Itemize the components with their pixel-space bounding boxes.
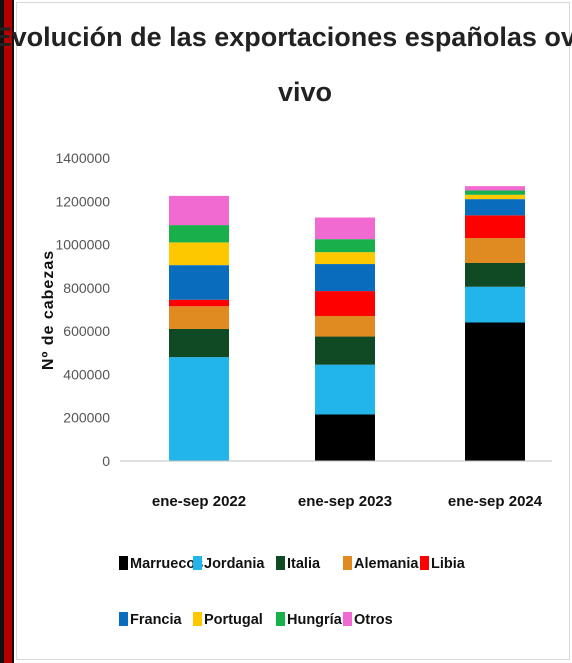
bar-segment [169, 195, 229, 226]
y-tick-label: 200000 [63, 410, 110, 426]
bar-segment [315, 364, 375, 415]
bar-segment [169, 328, 229, 358]
bar-segment [169, 306, 229, 329]
legend-marker [193, 556, 202, 570]
y-axis-ticks: 0 200000 400000 600000 800000 1000000 1200000 1… [55, 150, 110, 469]
x-axis-category-labels: ene-sep 2022 ene-sep 2023 ene-sep 2024 [152, 493, 543, 510]
bar-segment [315, 239, 375, 253]
bar-segment [315, 414, 375, 461]
bar-segment [465, 322, 525, 461]
legend-label: Marruecos [130, 556, 203, 572]
legend-label: Otros [354, 612, 393, 628]
y-tick-label: 600000 [63, 323, 110, 339]
bar-segment [169, 299, 229, 307]
bar-segment [315, 336, 375, 365]
bar-segment [465, 190, 525, 195]
y-tick-label: 0 [102, 453, 110, 469]
bar-segment [465, 186, 525, 191]
y-tick-label: 1200000 [55, 193, 110, 209]
left-border-edge [0, 0, 4, 663]
legend-label: Jordania [204, 556, 265, 572]
legend-label: Alemania [354, 556, 419, 572]
legend-label: Portugal [204, 612, 263, 628]
bar-segment [169, 357, 229, 461]
legend-marker [343, 556, 352, 570]
bar-segment [465, 194, 525, 200]
bar-segment [315, 252, 375, 265]
legend-marker [193, 612, 202, 626]
x-category-label: ene-sep 2024 [448, 493, 543, 510]
legend-label: Libia [431, 556, 466, 572]
x-category-label: ene-sep 2023 [298, 493, 392, 510]
legend-label: Italia [287, 556, 321, 572]
bar-segment [465, 238, 525, 263]
bars [169, 186, 525, 461]
chart-title-line-1: Evolución de las exportaciones españolas… [0, 22, 572, 52]
x-category-label: ene-sep 2022 [152, 493, 246, 510]
y-tick-label: 1000000 [55, 237, 110, 253]
legend-marker [343, 612, 352, 626]
bar-segment [315, 291, 375, 316]
bar-segment [465, 262, 525, 287]
legend-marker [276, 612, 285, 626]
bar-segment [169, 225, 229, 243]
legend-label: Francia [130, 612, 183, 628]
bar-segment [169, 242, 229, 266]
y-axis-label: Nº de cabezas [40, 250, 57, 370]
bar-segment [169, 265, 229, 300]
bar-segment [465, 286, 525, 323]
y-tick-label: 1400000 [55, 150, 110, 166]
legend-marker [276, 556, 285, 570]
bar-segment [315, 264, 375, 292]
chart-title-line-2: vivo [278, 77, 332, 107]
y-tick-label: 800000 [63, 280, 110, 296]
legend-marker [119, 612, 128, 626]
legend-label: Hungría [287, 612, 343, 628]
legend-marker [119, 556, 128, 570]
bar-segment [315, 217, 375, 240]
bar-segment [465, 199, 525, 216]
legend-marker [420, 556, 429, 570]
bar-segment [465, 215, 525, 239]
bar-segment [315, 315, 375, 337]
legend: Marruecos Jordania Italia Alemania Libia Fran… [119, 556, 466, 628]
y-tick-label: 400000 [63, 366, 110, 382]
chart-frame [16, 2, 570, 660]
